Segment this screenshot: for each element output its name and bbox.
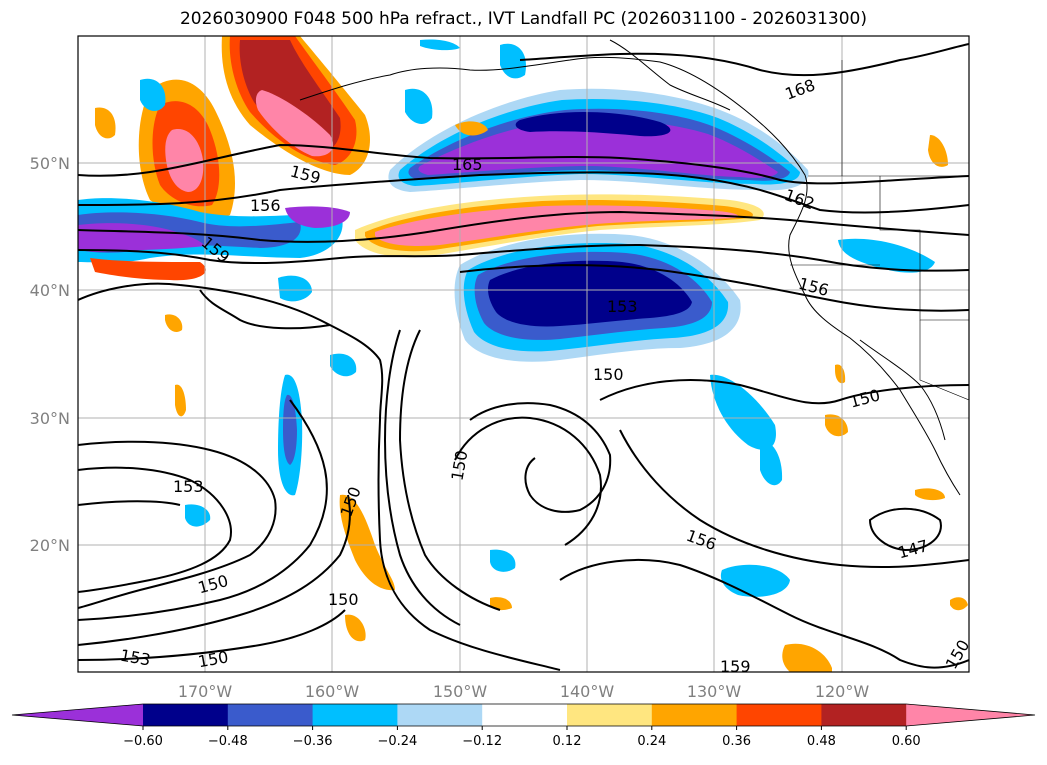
colorbar-tick-label: −0.48 [208,734,248,749]
colorbar-segment [651,704,738,726]
contour-label: 150 [328,590,359,609]
colorbar-segment [227,704,314,726]
lon-label: 130°W [687,682,742,701]
plot-border [77,35,970,673]
lon-label: 170°W [178,682,233,701]
contour-label: 153 [173,477,204,496]
lat-label: 30°N [30,409,70,428]
lon-label: 120°W [815,682,870,701]
lon-label: 140°W [560,682,615,701]
colorbar-tick-label: −0.12 [462,734,502,749]
colorbar-tick-label: 0.48 [807,734,836,749]
contour-label: 159 [720,657,751,676]
contour-label: 156 [250,196,281,215]
lat-label: 50°N [30,154,70,173]
height-contours [78,43,969,671]
map-title: 2026030900 F048 500 hPa refract., IVT La… [179,9,867,29]
colorbar-segment [397,704,483,726]
colorbar: −0.60 −0.48 −0.36 −0.24 −0.12 0.12 0.24 0.36 0.4… [11,703,1036,749]
longitude-axis: 170°W 160°W 150°W 140°W 130°W 120°W [178,682,870,701]
coastline [299,39,961,496]
colorbar-max-extension [906,704,1035,726]
colorbar-segment [821,704,907,726]
latitude-axis: 50°N 40°N 30°N 20°N [30,154,70,555]
contour-label: 153 [607,297,638,316]
lat-label: 20°N [30,536,70,555]
colorbar-tick-label: 0.12 [553,734,582,749]
colorbar-tick-label: −0.24 [377,734,417,749]
colorbar-tick-label: −0.36 [293,734,333,749]
colorbar-segment [143,704,229,726]
colorbar-segment [567,704,653,726]
colorbar-tick-label: 0.24 [637,734,666,749]
shading-layer [78,36,968,672]
colorbar-min-extension [12,704,143,726]
colorbar-tick-label: −0.60 [123,734,163,749]
lat-label: 40°N [30,281,70,300]
colorbar-tick-label: 0.36 [722,734,751,749]
contour-label: 165 [452,155,483,174]
colorbar-segment [312,704,398,726]
contour-label: 150 [593,365,624,384]
colorbar-tick-label: 0.60 [892,734,921,749]
lon-label: 150°W [433,682,488,701]
colorbar-segment [482,704,568,726]
lon-label: 160°W [305,682,360,701]
colorbar-segment [736,704,822,726]
